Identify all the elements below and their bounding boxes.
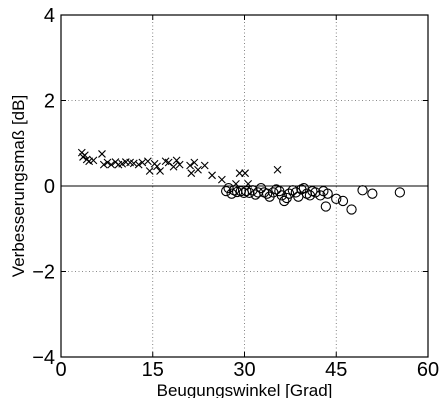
x-tick-label: 45 <box>325 359 347 381</box>
circle-marker <box>284 188 295 199</box>
y-tick-label: 2 <box>44 91 55 113</box>
circle-marker <box>228 185 240 196</box>
y-tick-label: −2 <box>32 262 55 284</box>
circle-marker <box>331 193 342 204</box>
x-axis-label: Beugungswinkel [Grad] <box>157 381 333 398</box>
circle-marker <box>241 185 252 197</box>
data-points <box>77 148 406 215</box>
circle-marker <box>367 188 378 199</box>
circle-marker <box>261 188 273 199</box>
circle-marker <box>244 187 255 198</box>
grid <box>61 15 428 357</box>
cross-marker <box>186 161 194 170</box>
cross-marker <box>200 161 209 170</box>
cross-marker <box>153 162 161 171</box>
cross-marker <box>103 158 112 167</box>
circle-marker <box>276 190 287 201</box>
circle-marker <box>310 187 321 198</box>
circle-marker <box>279 195 290 207</box>
circle-marker <box>223 182 234 194</box>
cross-marker <box>99 160 108 169</box>
cross-marker <box>98 150 106 158</box>
cross-marker <box>172 156 181 165</box>
cross-marker <box>169 162 178 171</box>
ticks <box>60 14 429 358</box>
circle-marker <box>320 201 332 212</box>
cross-marker <box>190 158 199 167</box>
cross-marker <box>143 157 152 166</box>
circle-marker <box>394 187 406 198</box>
cross-marker <box>145 167 154 175</box>
circle-marker <box>322 188 333 199</box>
cross-marker <box>273 165 282 174</box>
cross-marker <box>129 159 138 168</box>
x-tick-label: 30 <box>233 359 255 381</box>
cross-marker <box>80 151 89 160</box>
x-tick-label: 15 <box>142 359 164 381</box>
circle-marker <box>357 185 368 196</box>
x-tick-label: 60 <box>417 359 439 381</box>
cross-marker <box>89 156 98 165</box>
cross-marker <box>134 160 143 169</box>
circle-marker <box>220 185 232 197</box>
circle-marker <box>226 188 237 199</box>
y-tick-label: −4 <box>32 347 55 369</box>
cross-marker <box>235 169 244 178</box>
circle-marker <box>346 204 357 215</box>
y-tick-label: 4 <box>44 5 55 27</box>
x-tick-label: 0 <box>55 359 66 381</box>
cross-marker <box>107 160 116 169</box>
circle-marker <box>271 184 282 195</box>
cross-marker <box>156 167 164 175</box>
y-axis-label: Verbesserungsmaß [dB] <box>9 95 28 277</box>
circle-marker <box>337 195 349 207</box>
cross-marker <box>208 171 216 180</box>
cross-marker <box>175 160 184 169</box>
cross-marker <box>217 175 226 184</box>
tick-labels: 0 15 30 45 60 −4 −2 0 2 4 <box>32 5 439 381</box>
circle-marker <box>287 185 298 196</box>
cross-marker <box>241 169 250 178</box>
cross-marker <box>187 169 196 178</box>
y-tick-label: 0 <box>44 176 55 198</box>
cross-marker <box>194 165 202 174</box>
